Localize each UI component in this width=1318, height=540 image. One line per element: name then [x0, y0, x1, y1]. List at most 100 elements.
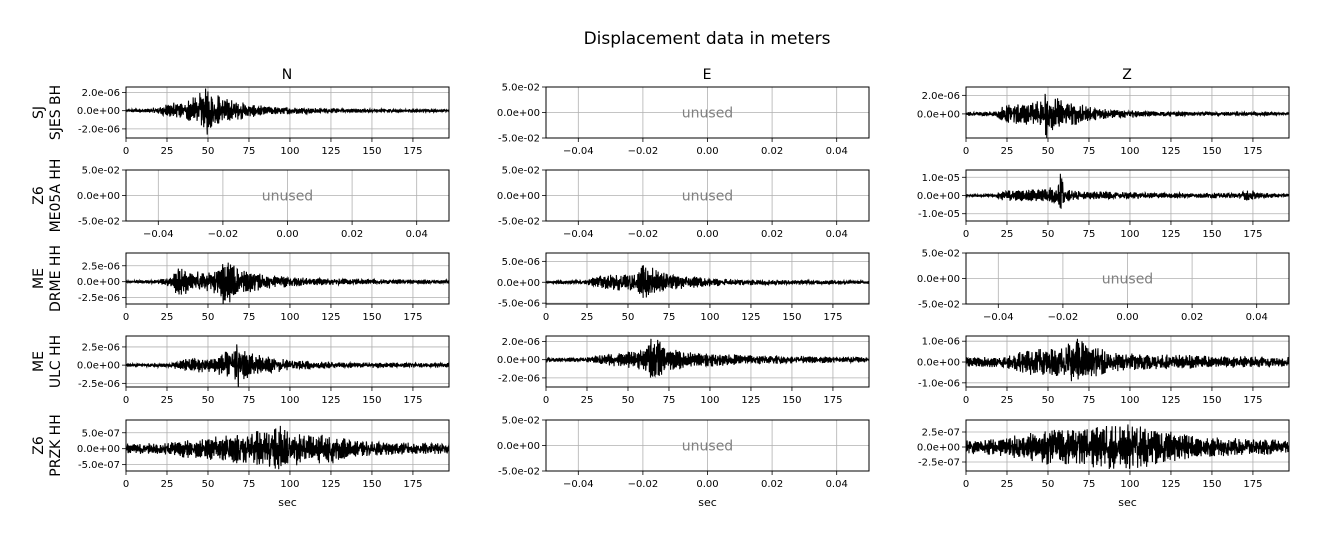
unused-label: unused	[682, 106, 733, 122]
row-label-network: Z6	[31, 436, 47, 455]
y-tick-label: -2.0e-06	[498, 373, 540, 384]
y-tick-label: -5.0e-02	[498, 467, 540, 478]
x-tick-label: 0.00	[1116, 312, 1138, 323]
x-tick-label: 0	[123, 146, 129, 157]
x-tick-label: 175	[823, 312, 842, 323]
x-tick-label: 100	[280, 312, 299, 323]
x-tick-label: 150	[362, 312, 381, 323]
x-tick-label: 50	[1042, 229, 1055, 240]
y-tick-label: 0.0e+00	[77, 106, 120, 117]
y-tick-label: 0.0e+00	[917, 191, 960, 202]
unused-label: unused	[1102, 272, 1153, 288]
unused-label: unused	[682, 189, 733, 205]
x-tick-label: 0	[963, 229, 969, 240]
axes-frame	[965, 252, 1290, 305]
y-tick-label: 5.0e-02	[922, 249, 960, 260]
x-axis-label: sec	[278, 496, 297, 509]
x-tick-label: −0.04	[563, 229, 594, 240]
x-tick-label: 150	[1202, 395, 1221, 406]
x-tick-label: 75	[1083, 229, 1096, 240]
x-tick-label: 100	[280, 146, 299, 157]
x-tick-label: −0.04	[983, 312, 1014, 323]
x-tick-label: 0.00	[696, 479, 718, 490]
panel-z-row0: 0 25 50 75 100 125 150 175 0.0e+00 2.0e-06	[917, 86, 1290, 157]
axes-frame	[125, 335, 450, 388]
row-label-network: Z6	[31, 186, 47, 205]
row-label-network: ME	[31, 268, 47, 289]
y-tick-label: -1.0e-05	[918, 209, 960, 220]
x-tick-label: 0.00	[696, 146, 718, 157]
panel-z-row2: −0.04 −0.02 0.00 0.02 0.04 -5.0e-02 0.0e+00 5.0…	[917, 249, 1290, 323]
panel-n-row2: 0 25 50 75 100 125 150 175 -2.5e-06 0.0e+00 2.5e-0…	[77, 252, 450, 323]
x-tick-label: 175	[1243, 146, 1262, 157]
y-tick-label: 0.0e+00	[917, 358, 960, 369]
x-tick-label: 125	[321, 395, 340, 406]
x-tick-label: 150	[362, 146, 381, 157]
unused-label: unused	[262, 189, 313, 205]
x-tick-label: 0.02	[761, 479, 783, 490]
y-tick-label: 5.0e-06	[502, 257, 540, 268]
x-tick-label: 125	[1161, 229, 1180, 240]
x-tick-label: 0.04	[406, 229, 428, 240]
x-tick-label: 0.02	[761, 229, 783, 240]
y-tick-label: 1.0e-05	[922, 173, 960, 184]
row-label-network: SJ	[31, 106, 47, 119]
row-label-2: ME DRME HH	[31, 245, 64, 312]
x-tick-label: 0	[123, 395, 129, 406]
row-label-0: SJ SJES BH	[31, 85, 64, 140]
x-tick-label: 100	[1120, 479, 1139, 490]
x-tick-label: 75	[1083, 479, 1096, 490]
row-label-station: DRME HH	[48, 245, 64, 312]
x-tick-label: 125	[1161, 479, 1180, 490]
x-tick-label: 150	[782, 312, 801, 323]
panel-n-row4: 0 25 50 75 100 125 150 175 -5.0e-07 0.0e+00 5.0e-0…	[77, 419, 450, 509]
x-tick-label: 25	[161, 312, 174, 323]
x-tick-label: −0.04	[563, 146, 594, 157]
panel-e-row0: −0.04 −0.02 0.00 0.02 0.04 -5.0e-02 0.0e+00 5.0…	[497, 83, 870, 157]
x-tick-label: 175	[823, 395, 842, 406]
waveform-trace	[126, 344, 449, 387]
x-tick-label: −0.02	[628, 146, 659, 157]
x-tick-label: 125	[321, 312, 340, 323]
x-tick-label: 175	[403, 312, 422, 323]
y-tick-label: 2.5e-07	[922, 428, 960, 439]
x-tick-label: 25	[1001, 229, 1014, 240]
waveform-trace	[126, 262, 449, 304]
y-tick-label: 0.0e+00	[77, 191, 120, 202]
y-tick-label: 0.0e+00	[77, 444, 120, 455]
y-tick-label: -1.0e-06	[918, 378, 960, 389]
y-tick-label: -5.0e-02	[78, 217, 120, 228]
y-tick-label: 2.0e-06	[502, 337, 540, 348]
x-tick-label: 25	[581, 312, 594, 323]
y-tick-label: 0.0e+00	[497, 278, 540, 289]
x-tick-label: 75	[243, 395, 256, 406]
axes-frame	[125, 252, 450, 305]
x-axis-label: sec	[698, 496, 717, 509]
x-tick-label: 125	[741, 395, 760, 406]
waveform-trace	[966, 93, 1289, 138]
x-tick-label: 175	[403, 146, 422, 157]
x-tick-label: 150	[782, 395, 801, 406]
y-tick-label: -5.0e-02	[498, 217, 540, 228]
y-tick-label: 0.0e+00	[917, 274, 960, 285]
x-tick-label: 150	[362, 479, 381, 490]
axes-frame	[125, 169, 450, 222]
figure-title: Displacement data in meters	[584, 29, 831, 49]
y-tick-label: -5.0e-07	[78, 460, 120, 471]
x-tick-label: 100	[1120, 146, 1139, 157]
y-tick-label: -5.0e-06	[498, 299, 540, 310]
x-tick-label: 175	[403, 395, 422, 406]
x-tick-label: 100	[1120, 395, 1139, 406]
panel-n-row3: 0 25 50 75 100 125 150 175 -2.5e-06 0.0e+00 2.5e-0…	[77, 335, 450, 406]
y-tick-label: 0.0e+00	[917, 443, 960, 454]
x-axis-label: sec	[1118, 496, 1137, 509]
x-tick-label: 100	[280, 395, 299, 406]
x-tick-label: 25	[161, 479, 174, 490]
x-tick-label: 25	[161, 395, 174, 406]
x-tick-label: 150	[362, 395, 381, 406]
x-tick-label: 175	[1243, 395, 1262, 406]
x-tick-label: 0	[123, 312, 129, 323]
axes-frame	[545, 335, 870, 388]
y-tick-label: 2.5e-06	[82, 261, 120, 272]
